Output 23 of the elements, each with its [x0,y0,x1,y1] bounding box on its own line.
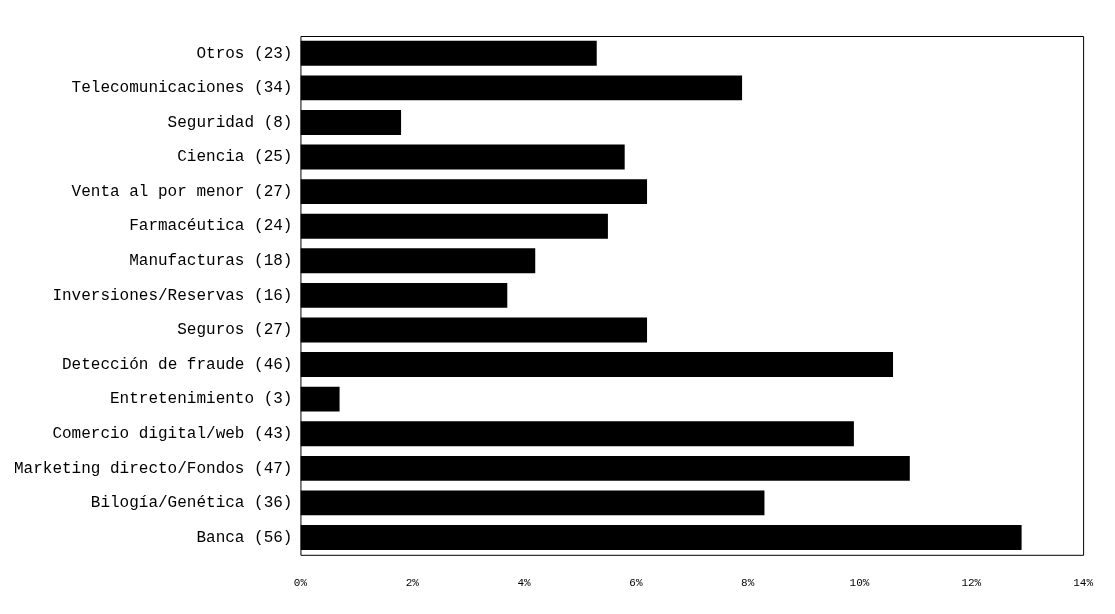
y-tick-label: Manufacturas (18) [129,252,293,271]
y-tick-label: Farmacéutica (24) [129,217,293,236]
x-tick-label: 10% [849,577,870,590]
y-tick-label: Seguros (27) [177,321,293,340]
y-tick-label: Seguridad (8) [167,113,293,132]
x-tick-label: 12% [961,577,982,590]
x-tick-label: 0% [293,577,308,590]
y-tick-label: Venta al por menor (27) [71,182,293,201]
y-tick-label: Comercio digital/web (43) [52,424,293,443]
y-tick-label: Banca (56) [196,528,293,547]
y-tick-label: Telecomunicaciones (34) [71,79,293,98]
y-tick-label: Inversiones/Reservas (16) [52,286,293,305]
x-tick-label: 4% [517,577,532,590]
y-tick-label: Otros (23) [196,44,293,63]
x-tick-label: 14% [1073,577,1094,590]
y-tick-label: Marketing directo/Fondos (47) [13,459,293,478]
y-tick-label: Ciencia (25) [177,148,293,167]
y-tick-label: Entretenimiento (3) [110,390,293,409]
y-tick-label: Detección de fraude (46) [62,355,293,374]
x-tick-label: 2% [405,577,420,590]
x-tick-label: 6% [629,577,643,590]
y-tick-label: Bilogía/Genética (36) [90,494,293,513]
x-tick-label: 8% [741,577,755,590]
